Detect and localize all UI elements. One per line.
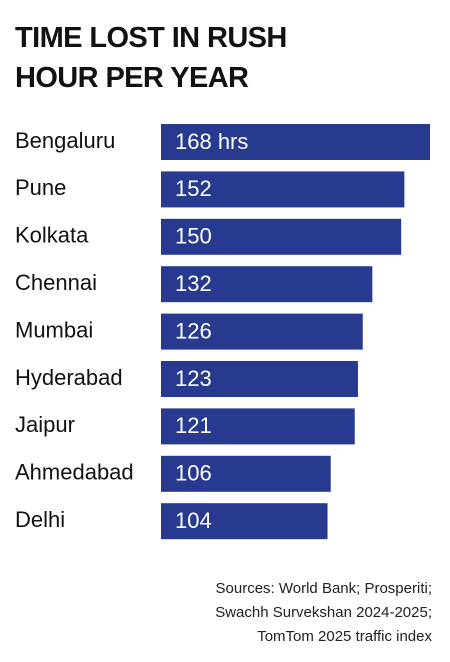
category-label: Bengaluru bbox=[15, 128, 115, 153]
value-label: 150 bbox=[175, 224, 212, 249]
bar bbox=[161, 266, 373, 303]
value-label: 121 bbox=[175, 413, 212, 438]
category-label: Hyderabad bbox=[15, 365, 123, 390]
category-label: Delhi bbox=[15, 507, 65, 532]
value-label: 132 bbox=[175, 271, 212, 296]
source-note: Sources: World Bank; Prosperiti; Swachh … bbox=[215, 580, 432, 645]
category-label: Kolkata bbox=[15, 223, 89, 248]
value-label: 152 bbox=[175, 176, 212, 201]
bar bbox=[161, 313, 363, 350]
bar bbox=[161, 124, 430, 160]
bar bbox=[161, 171, 405, 208]
value-label: 126 bbox=[175, 318, 212, 343]
bar bbox=[161, 408, 355, 445]
value-label: 106 bbox=[175, 461, 212, 486]
value-label: 168 hrs bbox=[175, 129, 248, 154]
category-label: Chennai bbox=[15, 270, 97, 295]
bar bbox=[161, 455, 331, 492]
chart-title: TIME LOST IN RUSH HOUR PER YEAR bbox=[15, 22, 287, 94]
category-label: Mumbai bbox=[15, 317, 93, 342]
bar bbox=[161, 361, 358, 397]
bar bbox=[161, 218, 402, 255]
value-label: 123 bbox=[175, 366, 212, 391]
category-label: Pune bbox=[15, 175, 66, 200]
category-label: Ahmedabad bbox=[15, 460, 134, 485]
category-label: Jaipur bbox=[15, 412, 75, 437]
bar bbox=[161, 503, 328, 540]
value-label: 104 bbox=[175, 508, 212, 533]
